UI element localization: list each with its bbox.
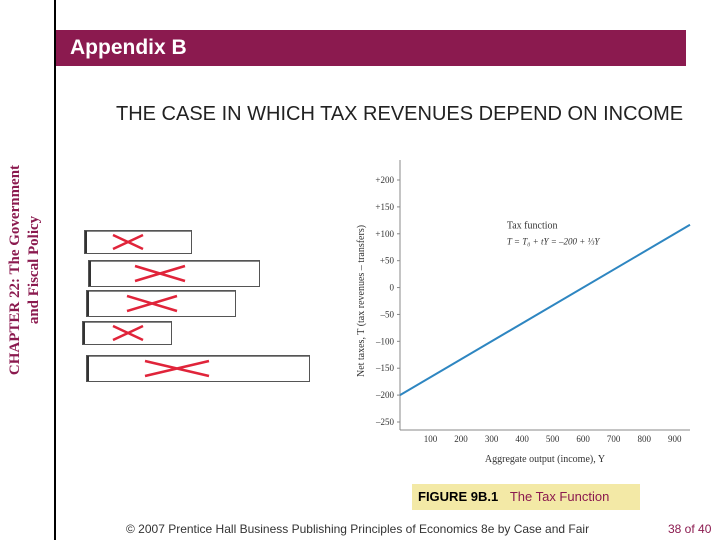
crossed-box — [88, 260, 260, 287]
x-tick-label: 800 — [637, 434, 651, 444]
tax-function-chart: +200 +150 +100 +50 0 –50 –100 –150 –200 –250 100 2… — [356, 160, 691, 465]
y-tick-label: +150 — [375, 202, 394, 212]
y-tick-label: –150 — [375, 363, 395, 373]
slide-title: THE CASE IN WHICH TAX REVENUES DEPEND ON… — [116, 103, 684, 125]
annotation-title: Tax function — [507, 220, 558, 231]
x-tick-label: 700 — [607, 434, 621, 444]
figure-caption: FIGURE 9B.1 The Tax Function — [412, 484, 640, 510]
figure-caption-text: The Tax Function — [509, 489, 610, 504]
crossed-box — [86, 355, 310, 382]
cross-icon — [144, 359, 210, 378]
cross-icon — [112, 233, 144, 251]
x-tick-label: 900 — [668, 434, 682, 444]
x-tick-label: 200 — [454, 434, 468, 444]
y-tick-label: –200 — [375, 390, 395, 400]
x-tick-label: 500 — [546, 434, 560, 444]
page-number: 38 of 40 — [668, 522, 712, 536]
x-axis-ticks: 100 200 300 400 500 600 700 800 900 — [424, 434, 682, 444]
cross-icon — [112, 324, 144, 342]
header-banner: Appendix B — [56, 30, 686, 66]
header-title: Appendix B — [70, 36, 187, 59]
sidebar-line1: CHAPTER 22: The Government — [7, 164, 23, 376]
y-axis-label: Net taxes, T (tax revenues – transfers) — [356, 225, 367, 377]
crossed-box — [82, 321, 172, 345]
y-tick-label: –50 — [380, 309, 395, 319]
figure-label: FIGURE 9B.1 — [418, 489, 499, 504]
y-tick-label: +50 — [380, 256, 395, 266]
cross-icon — [126, 294, 178, 313]
sidebar-chapter-label: CHAPTER 22: The Government and Fiscal Po… — [6, 60, 50, 480]
x-tick-label: 600 — [576, 434, 590, 444]
crossed-box — [86, 290, 236, 317]
y-tick-label: –100 — [375, 336, 395, 346]
y-axis-ticks: +200 +150 +100 +50 0 –50 –100 –150 –200 –250 — [375, 175, 400, 427]
x-tick-label: 100 — [424, 434, 438, 444]
tax-function-line — [399, 223, 691, 396]
y-tick-label: –250 — [375, 417, 395, 427]
footer-copyright: © 2007 Prentice Hall Business Publishing… — [126, 522, 590, 536]
y-tick-label: 0 — [390, 283, 395, 293]
cross-icon — [134, 264, 186, 283]
sidebar-line2: and Fiscal Policy — [26, 215, 42, 325]
x-tick-label: 400 — [515, 434, 529, 444]
x-axis-label: Aggregate output (income), Y — [485, 454, 605, 465]
y-tick-label: +100 — [375, 229, 394, 239]
x-tick-label: 300 — [485, 434, 499, 444]
crossed-box — [84, 230, 192, 254]
left-divider — [54, 0, 56, 540]
y-tick-label: +200 — [375, 175, 394, 185]
annotation-equation: T = T₀ + tY = –200 + ⅓Y — [507, 237, 601, 247]
chart-axes — [399, 160, 690, 431]
